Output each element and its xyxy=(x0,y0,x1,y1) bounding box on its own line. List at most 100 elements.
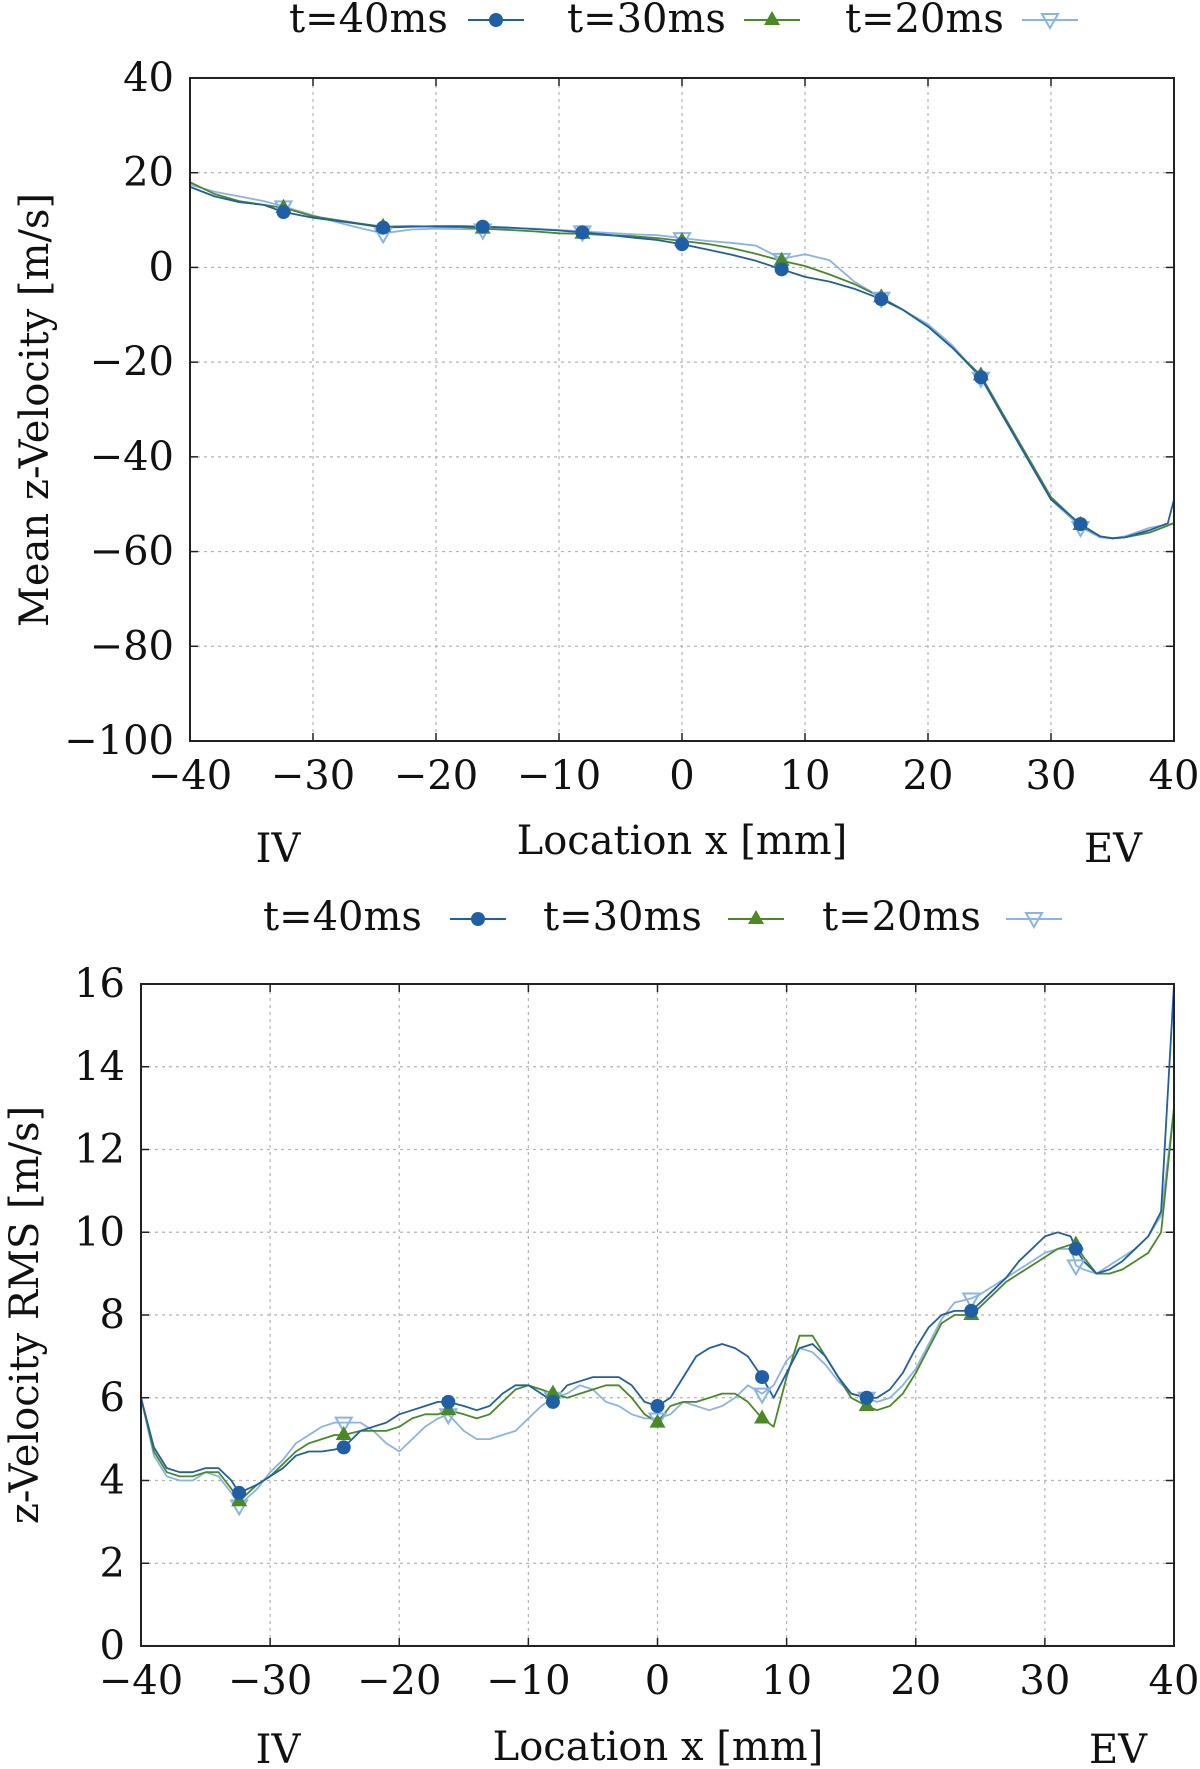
x-tick-label: 30 xyxy=(1019,1658,1070,1704)
marker-circle xyxy=(650,1399,665,1414)
marker-triangle-down xyxy=(334,1416,354,1434)
x-tick-label: −10 xyxy=(517,753,601,799)
annotation-iv: IV xyxy=(256,826,302,872)
x-axis-label: Location x [mm] xyxy=(517,818,848,864)
legend-marker-t30 xyxy=(748,910,764,924)
annotation-iv: IV xyxy=(256,1727,302,1769)
marker-circle xyxy=(675,237,689,252)
legend-label-t20: t=20ms xyxy=(822,894,981,940)
marker-triangle-up xyxy=(754,1409,771,1424)
x-tick-label: −30 xyxy=(271,753,355,799)
chart-z-velocity-rms: t=40ms t=30ms t=20ms −40 −30 −20 −10 0 10 20 30… xyxy=(2,894,1200,1769)
x-tick-label: −10 xyxy=(486,1658,570,1704)
y-tick-label: −60 xyxy=(90,529,174,575)
marker-circle xyxy=(545,1394,560,1409)
marker-circle xyxy=(973,370,988,385)
legend-label-t20: t=20ms xyxy=(845,0,1004,42)
y-tick-label: 10 xyxy=(74,1209,125,1255)
legend-marker-t40 xyxy=(471,912,485,926)
marker-triangle-down xyxy=(647,1412,668,1430)
legend-label-t40: t=40ms xyxy=(263,894,422,940)
x-axis-label: Location x [mm] xyxy=(493,1724,824,1769)
plot-frame xyxy=(140,983,1175,1647)
y-tick-label: 16 xyxy=(74,961,125,1007)
grid-lines xyxy=(189,77,1175,742)
x-tick-label: 0 xyxy=(645,1658,670,1704)
marker-triangle-up xyxy=(544,1384,561,1399)
legend-marker-t40 xyxy=(489,13,503,27)
y-tick-label: 2 xyxy=(100,1540,125,1586)
y-tick-label: −100 xyxy=(64,718,174,764)
legend-marker-t20 xyxy=(1040,13,1060,31)
y-tick-label: 6 xyxy=(100,1375,125,1421)
series-markers xyxy=(273,198,1091,538)
marker-circle xyxy=(232,1485,247,1500)
grid-lines xyxy=(140,983,1175,1647)
y-tick-labels: −100 −80 −60 −40 −20 0 20 40 xyxy=(64,55,174,764)
marker-circle xyxy=(336,1440,351,1455)
marker-triangle-down xyxy=(1066,1259,1086,1277)
marker-circle xyxy=(1068,1241,1083,1256)
x-tick-label: −30 xyxy=(228,1658,312,1704)
x-tick-label: 10 xyxy=(761,1658,812,1704)
y-tick-label: 4 xyxy=(100,1458,125,1504)
plot-frame xyxy=(189,77,1175,742)
series-line-t=40ms xyxy=(140,983,1175,1494)
x-tick-labels: −40 −30 −20 −10 0 10 20 30 40 xyxy=(99,1658,1200,1704)
x-tick-label: 0 xyxy=(669,753,694,799)
chart-mean-z-velocity: t=40ms t=30ms t=20ms −40 −30 −20 −10 0 10 20 30… xyxy=(12,0,1200,872)
marker-circle xyxy=(964,1303,979,1318)
y-tick-label: 8 xyxy=(100,1292,125,1338)
y-tick-label: 0 xyxy=(149,244,174,290)
y-tick-label: 40 xyxy=(123,55,174,101)
x-tick-label: 40 xyxy=(1149,753,1200,799)
x-tick-label: 10 xyxy=(780,753,831,799)
y-tick-label: −20 xyxy=(90,339,174,385)
y-tick-labels: 0 2 4 6 8 10 12 14 16 xyxy=(74,961,125,1669)
x-tick-label: −40 xyxy=(148,753,232,799)
marker-triangle-up xyxy=(773,251,790,266)
marker-triangle-down xyxy=(752,1387,772,1405)
x-tick-label: 40 xyxy=(1149,1658,1200,1704)
chart-legend: t=40ms t=30ms t=20ms xyxy=(263,894,1062,940)
annotation-ev: EV xyxy=(1089,1727,1148,1769)
y-tick-label: 20 xyxy=(123,150,174,196)
y-tick-label: −80 xyxy=(90,623,174,669)
marker-circle xyxy=(859,1390,874,1405)
x-tick-label: 20 xyxy=(890,1658,941,1704)
marker-circle xyxy=(575,225,590,240)
x-tick-label: 30 xyxy=(1026,753,1077,799)
legend-label-t30: t=30ms xyxy=(543,894,702,940)
marker-circle xyxy=(475,219,490,234)
marker-circle xyxy=(1073,517,1088,532)
marker-circle xyxy=(376,220,391,235)
marker-circle xyxy=(441,1394,456,1409)
marker-triangle-up xyxy=(649,1413,666,1428)
series-line-t=40ms xyxy=(189,186,1175,540)
marker-circle xyxy=(774,262,789,277)
x-tick-label: 20 xyxy=(903,753,954,799)
legend-label-t40: t=40ms xyxy=(289,0,448,42)
y-axis-label: Mean z-Velocity [m/s] xyxy=(12,193,58,627)
marker-circle xyxy=(276,205,291,220)
series-markers xyxy=(229,1235,1086,1517)
y-tick-label: −40 xyxy=(90,434,174,480)
y-tick-label: 0 xyxy=(100,1623,125,1669)
series-lines xyxy=(189,181,1175,540)
legend-marker-t20 xyxy=(1024,912,1044,930)
marker-circle xyxy=(755,1370,770,1385)
y-tick-label: 14 xyxy=(74,1044,125,1090)
x-tick-labels: −40 −30 −20 −10 0 10 20 30 40 xyxy=(148,753,1200,799)
y-tick-label: 12 xyxy=(74,1127,125,1173)
annotation-ev: EV xyxy=(1084,826,1143,872)
chart-legend: t=40ms t=30ms t=20ms xyxy=(289,0,1078,42)
x-tick-label: −20 xyxy=(394,753,478,799)
legend-marker-t30 xyxy=(764,11,780,25)
x-tick-label: −40 xyxy=(99,1658,183,1704)
marker-triangle-down xyxy=(961,1292,981,1310)
legend-label-t30: t=30ms xyxy=(567,0,726,42)
x-tick-label: −20 xyxy=(357,1658,441,1704)
marker-circle xyxy=(874,292,889,307)
y-axis-label: z-Velocity RMS [m/s] xyxy=(2,1106,48,1524)
marker-triangle-up xyxy=(335,1425,352,1440)
